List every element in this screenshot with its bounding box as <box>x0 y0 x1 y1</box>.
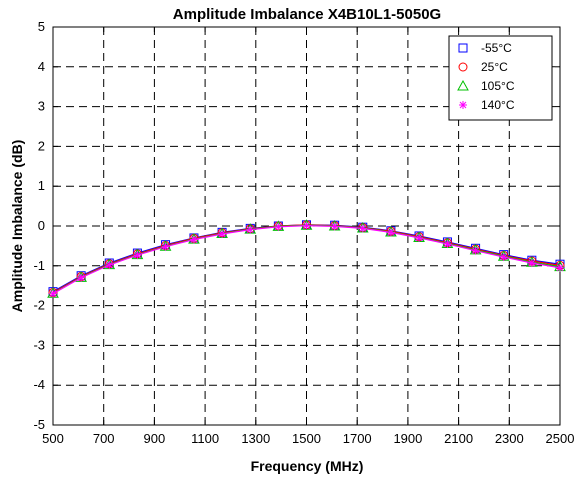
data-point-asterisk <box>386 228 395 237</box>
legend-box <box>448 35 553 121</box>
data-point-asterisk <box>189 235 198 244</box>
x-tick-label: 1500 <box>292 431 321 446</box>
chart-title: Amplitude Imbalance X4B10L1-5050G <box>173 6 441 23</box>
data-point-asterisk <box>274 222 283 231</box>
y-tick-label: 2 <box>38 138 45 153</box>
y-tick-label: 5 <box>38 19 45 34</box>
legend-label: 105°C <box>481 79 515 93</box>
x-tick-label: 1900 <box>393 431 422 446</box>
y-tick-label: 3 <box>38 99 45 114</box>
data-point-asterisk <box>218 229 227 238</box>
data-point-square <box>458 43 468 53</box>
legend-item: 105°C <box>457 79 515 93</box>
y-tick-label: -4 <box>33 377 45 392</box>
x-tick-label: 500 <box>42 431 64 446</box>
legend-item: -55°C <box>458 41 512 55</box>
data-point-asterisk <box>471 246 480 255</box>
x-tick-label: 1700 <box>343 431 372 446</box>
y-tick-label: -1 <box>33 258 45 273</box>
data-point-circle <box>458 62 468 72</box>
legend-label: 25°C <box>481 60 508 74</box>
legend-item: 140°C <box>459 98 515 112</box>
data-point-asterisk <box>527 259 536 268</box>
y-tick-label: -3 <box>33 337 45 352</box>
data-point-asterisk <box>133 251 142 260</box>
x-tick-label: 2100 <box>444 431 473 446</box>
x-tick-label: 900 <box>144 431 166 446</box>
data-point-asterisk <box>556 263 564 272</box>
x-tick-label: 2500 <box>546 431 575 446</box>
data-point-asterisk <box>499 253 508 262</box>
x-tick-label: 1300 <box>241 431 270 446</box>
data-point-asterisk <box>49 289 57 298</box>
data-point-asterisk <box>330 222 339 231</box>
data-point-asterisk <box>161 242 170 251</box>
y-axis-label: Amplitude Imbalance (dB) <box>9 140 25 313</box>
series-3 <box>49 221 564 298</box>
data-point-asterisk <box>415 233 424 242</box>
x-axis-label: Frequency (MHz) <box>251 458 364 474</box>
y-tick-label: 0 <box>38 218 45 233</box>
data-point-asterisk <box>443 239 452 248</box>
legend: -55°C 25°C 105°C 140°C <box>448 35 553 121</box>
data-point-asterisk <box>358 224 367 233</box>
data-point-asterisk <box>459 101 467 109</box>
legend-item: 25°C <box>458 60 508 74</box>
data-point-asterisk <box>105 261 114 270</box>
x-tick-label: 700 <box>93 431 115 446</box>
data-point-asterisk <box>302 221 311 230</box>
axis-ticks: 500 700 900 1100 1300 1500 1700 1900 2100 2300 250… <box>33 19 574 446</box>
data-point-asterisk <box>77 273 86 282</box>
legend-label: 140°C <box>481 98 515 112</box>
y-tick-label: -2 <box>33 298 45 313</box>
data-point-triangle <box>457 79 469 91</box>
x-tick-label: 2300 <box>495 431 524 446</box>
y-tick-label: 1 <box>38 178 45 193</box>
legend-label: -55°C <box>481 41 512 55</box>
y-tick-label: -5 <box>33 417 45 432</box>
y-tick-label: 4 <box>38 59 45 74</box>
series-layer <box>47 219 566 298</box>
x-tick-label: 1100 <box>191 431 219 446</box>
data-point-asterisk <box>246 225 255 234</box>
